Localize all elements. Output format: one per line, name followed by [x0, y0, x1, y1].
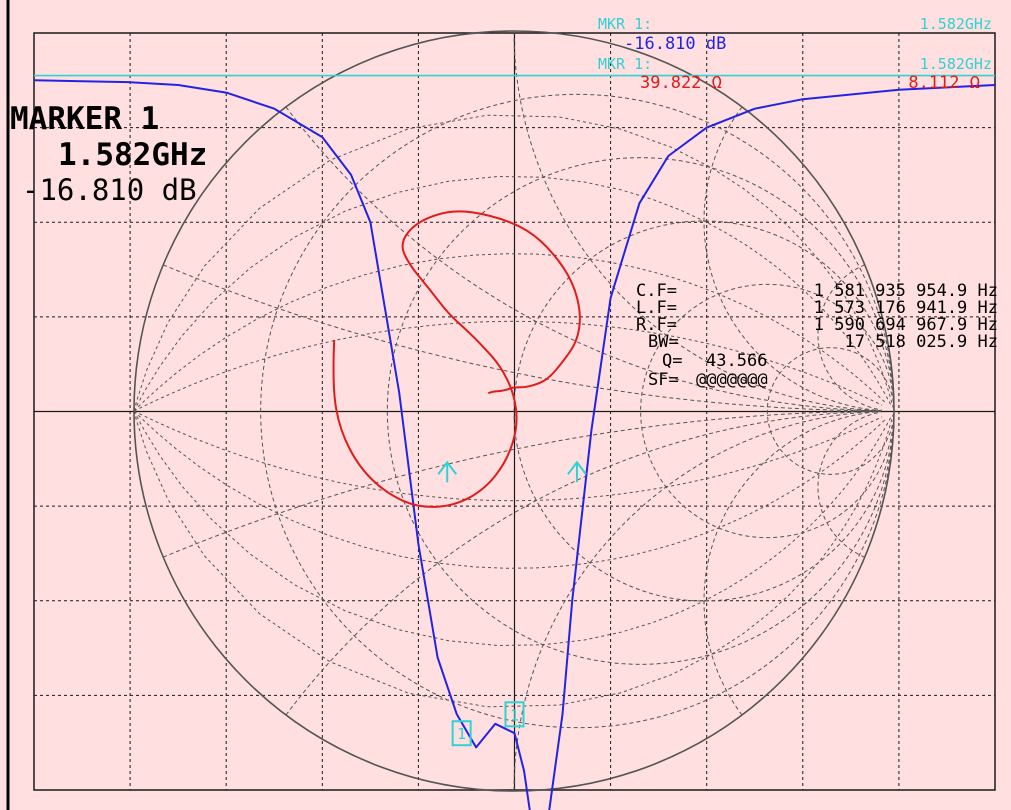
lf-label: L.F= — [636, 298, 677, 318]
mkr1-value-a: -16.810 dB — [624, 34, 726, 54]
marker-value: -16.810 dB — [22, 173, 197, 207]
constant-q-line — [133, 253, 887, 412]
constant-q-line — [133, 410, 894, 708]
mkr1-freq-b: 1.582GHz — [920, 55, 992, 73]
impedance-smith-trace — [332, 210, 581, 508]
constant-q-line — [133, 410, 887, 569]
bandwidth-readout: C.F= 1 581 935 954.9 Hz L.F= 1 573 176 9… — [636, 281, 998, 390]
rf-value: 1 590 694 967.9 Hz — [814, 315, 998, 335]
log-magnitude-trace — [33, 79, 996, 810]
bw-label: BW= — [648, 332, 679, 352]
smith-chart-grid — [133, 30, 895, 792]
reactance-arc — [285, 106, 882, 412]
mkr1-freq-a: 1.582GHz — [920, 15, 992, 33]
constant-q-line — [133, 175, 892, 412]
q-label: Q= — [662, 351, 682, 371]
active-marker-box — [451, 720, 472, 747]
reactance-arc — [285, 410, 882, 716]
constant-q-line — [133, 410, 883, 502]
reactance-arc — [817, 411, 882, 558]
constant-q-line — [133, 114, 894, 412]
sf-value: @@@@@@@ — [696, 370, 768, 390]
marker-frequency: 1.582GHz — [58, 137, 207, 173]
cf-value: 1 581 935 954.9 Hz — [814, 281, 998, 301]
mkr1-label-a: MKR 1: — [598, 15, 652, 33]
active-marker-label: 1 — [510, 706, 519, 724]
active-marker-box — [504, 701, 525, 728]
active-marker-label: 1 — [457, 725, 466, 743]
marker-readout: MARKER 1 1.582GHz -16.810 dB — [10, 101, 207, 207]
q-value: 43.566 — [706, 351, 767, 371]
mkr1-reactance: 8.112 Ω — [908, 73, 980, 93]
resistance-circle — [766, 347, 895, 475]
traces — [33, 74, 996, 810]
reactance-arc — [703, 106, 882, 412]
marker-header: MKR 1: 1.582GHz -16.810 dB MKR 1: 1.582G… — [598, 15, 992, 93]
constant-q-line — [133, 320, 883, 412]
reactance-arc — [513, 410, 882, 791]
reactance-arc — [703, 410, 882, 716]
cf-label: C.F= — [636, 281, 677, 301]
bw-value: 17 518 025.9 Hz — [844, 332, 998, 352]
mkr1-resistance: 39.822 Ω — [640, 73, 722, 93]
reactance-arc — [513, 31, 882, 412]
lf-value: 1 573 176 941.9 Hz — [814, 298, 998, 318]
marker-title: MARKER 1 — [10, 101, 159, 137]
mkr1-label-b: MKR 1: — [598, 55, 652, 73]
reactance-arc — [817, 264, 882, 411]
rf-label: R.F= — [636, 315, 677, 335]
constant-q-line — [133, 410, 892, 647]
sf-label: SF= — [648, 370, 679, 390]
markers: 11 — [437, 460, 587, 747]
